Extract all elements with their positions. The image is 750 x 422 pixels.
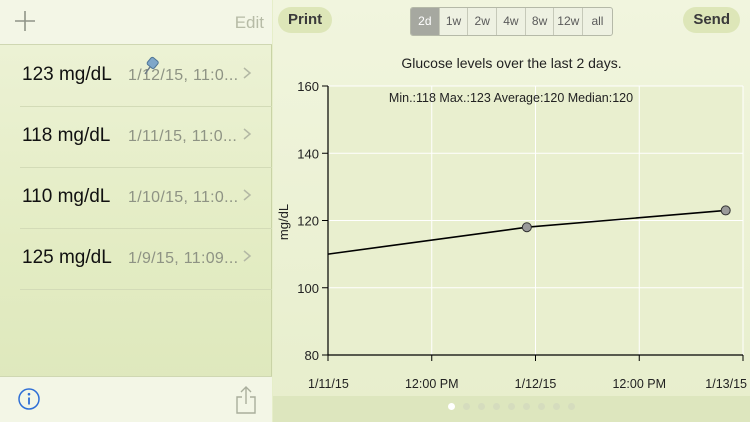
glucose-chart: 80 100 120 140 160 1/11/15 12:00 PM 1/12/15 12:0… <box>276 79 747 391</box>
chevron-right-icon <box>243 250 252 262</box>
page-dot[interactable] <box>448 403 455 410</box>
x-tick-label: 1/13/15 <box>705 377 747 391</box>
data-point[interactable] <box>720 205 731 216</box>
page-dot[interactable] <box>538 403 545 410</box>
range-option-2d[interactable]: 2d <box>411 8 440 35</box>
range-option-12w[interactable]: 12w <box>554 8 584 35</box>
range-selector: 2d 1w 2w 4w 8w 12w all <box>410 7 613 36</box>
page-dot[interactable] <box>493 403 500 410</box>
list-item[interactable]: 125 mg/dL 1/9/15, 11:09... <box>0 229 272 290</box>
y-tick-label: 140 <box>297 146 319 161</box>
y-tick-label: 100 <box>297 281 319 296</box>
list-item[interactable]: 110 mg/dL 1/10/15, 11:0... <box>0 168 272 229</box>
chevron-right-icon <box>243 128 252 140</box>
reading-value: 118 mg/dL <box>22 125 111 146</box>
chart-pane: Print 2d 1w 2w 4w 8w 12w all Send Glucos… <box>273 0 750 422</box>
x-tick-label: 1/12/15 <box>515 377 557 391</box>
x-tick-label: 1/11/15 <box>308 377 349 391</box>
page-dot[interactable] <box>568 403 575 410</box>
reading-date: 1/12/15, 11:0... <box>128 67 239 84</box>
x-tick-label: 12:00 PM <box>612 377 666 391</box>
stats-summary: Min.:118 Max.:123 Average:120 Median:120 <box>389 91 633 105</box>
range-option-1w[interactable]: 1w <box>440 8 469 35</box>
share-icon <box>236 386 256 414</box>
range-option-2w[interactable]: 2w <box>468 8 498 35</box>
page-dot[interactable] <box>463 403 470 410</box>
range-option-8w[interactable]: 8w <box>526 8 555 35</box>
edit-button[interactable]: Edit <box>234 13 264 32</box>
range-option-all[interactable]: all <box>591 14 604 28</box>
reading-value: 123 mg/dL <box>22 64 112 85</box>
pin-icon <box>144 56 159 75</box>
y-tick-label: 160 <box>297 79 319 94</box>
readings-bottom-bar <box>0 376 272 422</box>
list-item[interactable]: 118 mg/dL 1/11/15, 11:0... <box>0 107 272 168</box>
chart-title: Glucose levels over the last 2 days. <box>401 55 622 71</box>
add-reading-button[interactable] <box>12 8 38 34</box>
page-dot[interactable] <box>478 403 485 410</box>
list-item[interactable]: 123 mg/dL 1/12/15, 11:0... <box>0 46 272 107</box>
reading-value: 125 mg/dL <box>22 247 112 268</box>
reading-date: 1/9/15, 11:09... <box>128 250 239 267</box>
plus-icon <box>15 11 35 31</box>
reading-date: 1/10/15, 11:0... <box>128 189 239 206</box>
chevron-right-icon <box>243 189 252 201</box>
page-indicator[interactable] <box>273 403 750 410</box>
readings-pane: Edit 123 mg/dL 1/12/15, 11:0... 118 mg/d… <box>0 0 272 422</box>
info-icon <box>18 388 40 410</box>
reading-value: 110 mg/dL <box>22 186 111 207</box>
info-button[interactable] <box>17 387 41 416</box>
range-option-4w[interactable]: 4w <box>497 8 526 35</box>
page-dot[interactable] <box>508 403 515 410</box>
page-dot[interactable] <box>553 403 560 410</box>
page-dot[interactable] <box>523 403 530 410</box>
y-tick-label: 80 <box>305 348 319 363</box>
chevron-right-icon <box>243 67 252 79</box>
x-tick-label: 12:00 PM <box>405 377 459 391</box>
print-button[interactable]: Print <box>278 7 333 33</box>
send-button[interactable]: Send <box>683 7 740 33</box>
y-tick-label: 120 <box>297 214 319 229</box>
readings-toolbar: Edit <box>0 0 272 45</box>
data-point[interactable] <box>521 222 532 233</box>
share-button[interactable] <box>234 385 258 420</box>
y-axis-label: mg/dL <box>276 204 291 240</box>
reading-date: 1/11/15, 11:0... <box>128 128 238 145</box>
